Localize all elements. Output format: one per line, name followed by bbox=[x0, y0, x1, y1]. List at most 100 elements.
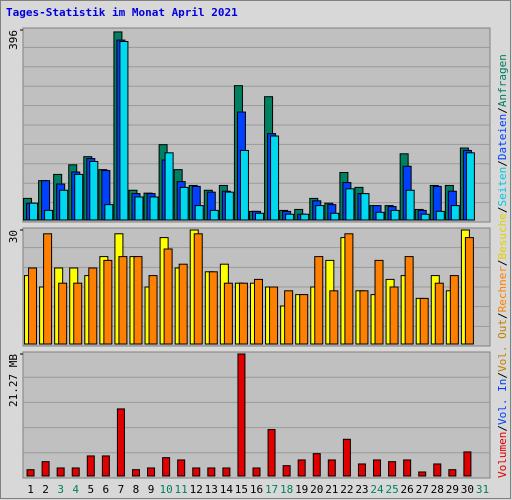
bar bbox=[162, 457, 171, 477]
x-tick-label: 14 bbox=[220, 483, 234, 496]
x-tick-label: 30 bbox=[461, 483, 474, 496]
x-tick-label: 12 bbox=[190, 483, 203, 496]
x-tick-label: 16 bbox=[250, 483, 263, 496]
x-tick-label: 13 bbox=[205, 483, 218, 496]
legend: Volumen/Vol. In/Vol. Out/Rechner/Besuche… bbox=[496, 54, 509, 478]
bar bbox=[434, 282, 444, 345]
bar bbox=[359, 290, 369, 345]
bar bbox=[345, 188, 355, 221]
bar bbox=[178, 263, 188, 345]
bar bbox=[28, 267, 38, 345]
bar bbox=[237, 353, 246, 477]
x-tick-label: 6 bbox=[103, 483, 110, 496]
legend-separator: / bbox=[496, 107, 509, 114]
x-tick-label: 3 bbox=[57, 483, 64, 496]
bar bbox=[270, 135, 280, 221]
x-tick-label: 8 bbox=[133, 483, 140, 496]
bar bbox=[300, 213, 310, 221]
x-tick-label: 20 bbox=[310, 483, 323, 496]
bar bbox=[207, 467, 216, 477]
bar bbox=[86, 455, 95, 477]
y-tick-label: 21.27 MB bbox=[7, 354, 20, 407]
bar bbox=[104, 204, 114, 221]
bar bbox=[148, 275, 158, 345]
bar bbox=[238, 282, 248, 345]
bar bbox=[357, 463, 366, 477]
bar bbox=[119, 41, 129, 221]
bar bbox=[103, 259, 113, 345]
y-tick-label: 396 bbox=[7, 30, 20, 50]
legend-separator: / bbox=[496, 312, 509, 319]
bar bbox=[116, 408, 125, 477]
bar bbox=[404, 256, 414, 345]
bar bbox=[164, 152, 174, 221]
x-tick-label: 9 bbox=[148, 483, 155, 496]
bar bbox=[29, 202, 39, 221]
bar bbox=[74, 173, 84, 221]
bar bbox=[299, 294, 309, 345]
bar bbox=[179, 186, 189, 221]
bar bbox=[223, 282, 233, 345]
bar bbox=[41, 461, 50, 477]
bar bbox=[208, 271, 218, 345]
bar bbox=[388, 461, 397, 477]
bar bbox=[89, 160, 99, 221]
bar bbox=[449, 275, 459, 345]
bar bbox=[327, 459, 336, 477]
x-tick-label: 21 bbox=[325, 483, 338, 496]
bar bbox=[193, 233, 203, 345]
bar bbox=[254, 278, 263, 345]
bar bbox=[59, 189, 69, 221]
bar bbox=[344, 233, 354, 345]
bar bbox=[435, 210, 445, 221]
x-tick-label: 10 bbox=[159, 483, 172, 496]
bar bbox=[315, 205, 325, 221]
bar bbox=[177, 459, 186, 477]
x-tick-label: 31 bbox=[476, 483, 489, 496]
bar bbox=[269, 286, 279, 345]
bar bbox=[194, 205, 204, 221]
bar bbox=[44, 209, 54, 221]
bar bbox=[342, 438, 351, 477]
legend-separator: / bbox=[496, 160, 509, 167]
x-tick-label: 4 bbox=[72, 483, 79, 496]
legend-entry: Volumen bbox=[496, 432, 509, 478]
legend-separator: / bbox=[496, 425, 509, 432]
legend-entry: Anfragen bbox=[496, 54, 509, 107]
bar bbox=[330, 212, 340, 221]
bar bbox=[285, 213, 295, 221]
bar bbox=[373, 459, 382, 477]
x-tick-label: 5 bbox=[87, 483, 94, 496]
bar bbox=[463, 451, 472, 477]
bar bbox=[131, 469, 140, 477]
bar bbox=[375, 211, 385, 221]
bar bbox=[224, 191, 234, 221]
x-tick-label: 2 bbox=[42, 483, 49, 496]
bar bbox=[282, 465, 291, 477]
bar bbox=[239, 149, 249, 221]
bar bbox=[192, 467, 201, 477]
legend-entry: Rechner bbox=[496, 266, 509, 313]
x-tick-label: 15 bbox=[235, 483, 248, 496]
bar bbox=[163, 248, 173, 345]
bar bbox=[418, 471, 427, 477]
x-tick-label: 11 bbox=[175, 483, 188, 496]
x-tick-label: 29 bbox=[446, 483, 459, 496]
bar bbox=[133, 256, 143, 345]
bar bbox=[314, 256, 324, 345]
bar bbox=[58, 282, 68, 345]
bar bbox=[73, 282, 83, 345]
x-tick-label: 18 bbox=[280, 483, 293, 496]
bar bbox=[405, 189, 415, 221]
bar bbox=[255, 212, 264, 221]
x-tick-label: 28 bbox=[431, 483, 444, 496]
x-tick-label: 1 bbox=[27, 483, 34, 496]
x-tick-label: 24 bbox=[370, 483, 384, 496]
legend-separator: / bbox=[496, 259, 509, 266]
bar bbox=[284, 290, 294, 345]
bar bbox=[149, 196, 159, 221]
bar bbox=[390, 209, 400, 221]
bar bbox=[71, 467, 80, 477]
